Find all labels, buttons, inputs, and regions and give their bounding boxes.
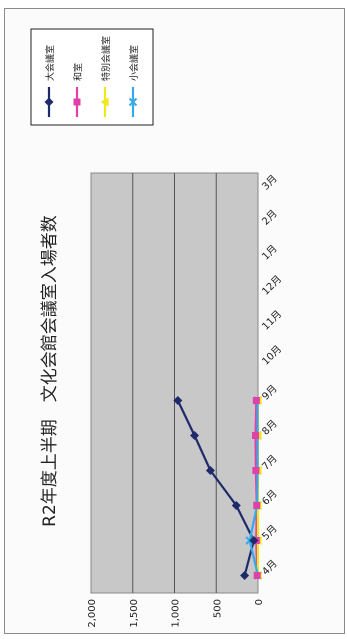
legend: 大会議室和室 特別会議室 小会議室 [30, 28, 154, 126]
x-tick-label: 2月 [260, 208, 280, 228]
data-point [205, 466, 215, 475]
x-tick-label: 8月 [260, 418, 280, 438]
y-axis-ticks: 2,000 1,500 1,000 500 0 [87, 599, 265, 628]
data-point [252, 397, 260, 404]
legend-label: 大会議室 [44, 45, 56, 81]
x-tick-label: 11月 [260, 308, 285, 333]
x-tick-label: 6月 [260, 488, 280, 508]
chart-frame: R2年度上半期 文化会館会議室入場者数 2,000 1,500 1,000 500 0 … [4, 8, 345, 634]
data-point [251, 432, 259, 439]
data-point [190, 431, 200, 440]
chart-rotated-container: R2年度上半期 文化会館会議室入場者数 2,000 1,500 1,000 500 0 … [5, 9, 344, 633]
gridlines [132, 173, 217, 593]
x-tick-label: 3月 [260, 173, 280, 193]
data-point [44, 97, 54, 107]
x-tick-label: 9月 [260, 383, 280, 403]
x-tick-label: 12月 [260, 273, 285, 298]
x-tick-label: 7月 [260, 453, 280, 473]
x-tick-label: 1月 [260, 243, 280, 263]
legend-label: 和室 [72, 63, 84, 81]
data-point [173, 396, 183, 405]
series-markers [173, 396, 263, 580]
series-lines [176, 400, 260, 576]
data-point [240, 571, 250, 580]
y-tick-label: 1,500 [129, 599, 140, 628]
data-point [128, 97, 138, 107]
y-tick-label: 1,000 [171, 599, 182, 628]
x-tick-label: 10月 [260, 343, 285, 368]
y-tick-label: 0 [254, 599, 265, 605]
series-line [248, 400, 260, 576]
data-point [252, 467, 260, 474]
legend-box [30, 28, 154, 126]
data-point [73, 98, 81, 106]
data-point [100, 97, 109, 107]
x-tick-label: 4月 [260, 558, 280, 578]
y-tick-label: 500 [212, 599, 223, 618]
line-chart: R2年度上半期 文化会館会議室入場者数 2,000 1,500 1,000 500 0 … [30, 28, 285, 628]
legend-label: 特別会議室 [100, 36, 112, 81]
data-point [253, 502, 261, 509]
chart-title: R2年度上半期 文化会館会議室入場者数 [40, 215, 60, 527]
data-point [253, 572, 261, 579]
data-point [231, 501, 241, 510]
series-line [176, 400, 255, 576]
x-axis-ticks: 4月 5月 6月 7月 8月 9月 10月 11月 12月 1月 2月 3月 [260, 173, 285, 578]
x-tick-label: 5月 [260, 523, 280, 543]
legend-label: 小会議室 [128, 45, 140, 81]
y-tick-label: 2,000 [87, 599, 98, 628]
